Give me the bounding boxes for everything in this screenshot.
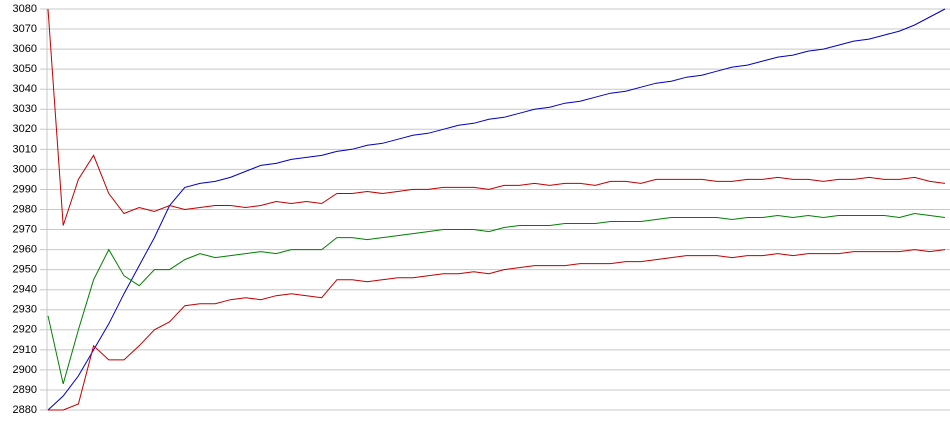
series-line: [47, 8, 946, 411]
y-tick-label: 3080: [13, 3, 37, 15]
y-tick-label: 2930: [13, 304, 37, 316]
series-line: [47, 8, 946, 226]
y-tick-label: 2880: [13, 404, 37, 416]
y-tick-label: 3000: [13, 163, 37, 175]
y-tick-label: 3030: [13, 103, 37, 115]
y-tick-label: 2960: [13, 244, 37, 256]
series-line: [48, 249, 946, 411]
y-tick-label: 2950: [13, 264, 37, 276]
y-tick-label: 2980: [13, 203, 37, 215]
y-tick-label: 2910: [13, 344, 37, 356]
series-line: [47, 212, 946, 385]
y-tick-label: 3020: [13, 123, 37, 135]
y-tick-label: 3060: [13, 43, 37, 55]
y-tick-label: 3010: [13, 143, 37, 155]
y-tick-label: 2890: [13, 384, 37, 396]
y-tick-label: 2990: [13, 183, 37, 195]
y-tick-label: 3070: [13, 23, 37, 35]
y-tick-label: 3040: [13, 83, 37, 95]
y-tick-label: 2940: [13, 284, 37, 296]
y-tick-label: 2970: [13, 223, 37, 235]
y-tick-label: 3050: [13, 63, 37, 75]
y-tick-label: 2920: [13, 324, 37, 336]
y-tick-label: 2900: [13, 364, 37, 376]
